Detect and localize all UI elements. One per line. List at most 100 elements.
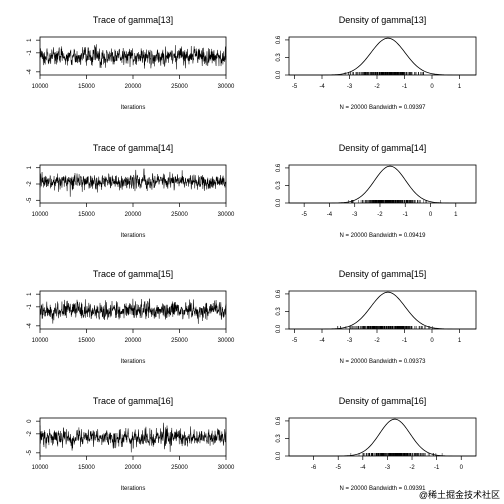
x-tick-label: 25000 [171, 212, 188, 218]
plot-frame [288, 417, 477, 457]
y-tick-label: 1 [27, 165, 33, 169]
density-rug [350, 453, 443, 456]
x-tick-label: -3 [385, 465, 391, 471]
x-tick-label: -2 [374, 84, 380, 90]
y-tick-label: 0.0 [276, 324, 282, 333]
y-tick-label: 0.3 [276, 307, 282, 316]
x-tick-label: 0 [429, 212, 433, 218]
density-curve [289, 418, 476, 457]
x-tick-label: -5 [301, 212, 307, 218]
y-tick-label: 0.3 [276, 434, 282, 443]
x-axis-label: N = 20000 Bandwidth = 0.09419 [339, 233, 426, 239]
x-tick-label: 30000 [218, 338, 235, 344]
x-tick-label: 30000 [218, 212, 235, 218]
x-tick-label: 10000 [32, 465, 49, 471]
plot-title: Density of gamma[15] [339, 269, 427, 279]
plot-title: Density of gamma[16] [339, 396, 427, 406]
x-tick-label: 15000 [78, 338, 95, 344]
trace-series-line [39, 298, 227, 324]
density-curve [289, 165, 476, 204]
y-tick-label: 0.0 [276, 198, 282, 207]
x-tick-label: -5 [292, 84, 298, 90]
plot-title: Trace of gamma[14] [93, 143, 173, 153]
y-tick-label: 1 [27, 292, 33, 296]
trace-series-line [39, 422, 227, 453]
plot-frame [288, 36, 477, 76]
watermark-text: @稀土掘金技术社区 [419, 489, 500, 500]
x-tick-label: 15000 [78, 465, 95, 471]
x-tick-label: 0 [430, 338, 434, 344]
y-tick-label: 0.0 [276, 451, 282, 460]
x-tick-label: -5 [292, 338, 298, 344]
x-axis-label: N = 20000 Bandwidth = 0.09391 [339, 486, 426, 492]
x-tick-label: -6 [311, 465, 317, 471]
y-tick-label: 0.0 [276, 70, 282, 79]
y-tick-label: -5 [27, 197, 33, 203]
x-tick-label: 20000 [125, 338, 142, 344]
plot-title: Density of gamma[13] [339, 15, 427, 25]
x-tick-label: 25000 [171, 338, 188, 344]
y-tick-label: -4 [27, 323, 33, 329]
y-tick-label: -2 [27, 181, 33, 187]
x-tick-label: 10000 [32, 338, 49, 344]
x-tick-label: 10000 [32, 84, 49, 90]
y-tick-label: 0.3 [276, 181, 282, 190]
x-tick-label: -2 [374, 338, 380, 344]
x-tick-label: 1 [458, 338, 462, 344]
density-plot-1: Density of gamma[13] N = 20000 Bandwidth … [276, 15, 477, 111]
density-rug [348, 200, 441, 203]
x-tick-label: -4 [360, 465, 366, 471]
x-tick-label: 1 [454, 212, 458, 218]
x-axis-label: Iterations [121, 233, 146, 239]
x-tick-label: -1 [434, 465, 440, 471]
x-axis-label: Iterations [121, 359, 146, 365]
density-rug [344, 72, 424, 75]
x-tick-label: 20000 [125, 465, 142, 471]
x-axis-label: Iterations [121, 486, 146, 492]
x-axis-label: N = 20000 Bandwidth = 0.09373 [339, 359, 426, 365]
trace-plot-1: Trace of gamma[13] Iterations 10000 15000 20… [27, 15, 235, 111]
trace-plot-4: Trace of gamma[16] Iterations 10000 15000 20… [27, 396, 235, 492]
density-plot-2: Density of gamma[14] N = 20000 Bandwidth … [276, 143, 477, 239]
plot-frame [288, 290, 477, 330]
plot-title: Trace of gamma[16] [93, 396, 173, 406]
y-tick-label: 0.6 [276, 289, 282, 298]
x-tick-label: 20000 [125, 212, 142, 218]
x-tick-label: 0 [430, 84, 434, 90]
y-tick-label: 0.6 [276, 35, 282, 44]
density-plot-4: Density of gamma[16] N = 20000 Bandwidth … [276, 396, 477, 492]
x-tick-label: -4 [319, 84, 325, 90]
x-tick-label: 0 [460, 465, 464, 471]
trace-series-line [39, 168, 227, 197]
x-tick-label: 15000 [78, 84, 95, 90]
x-tick-label: 10000 [32, 212, 49, 218]
trace-plot-2: Trace of gamma[14] Iterations 10000 15000 20… [27, 143, 235, 239]
x-tick-label: -3 [347, 338, 353, 344]
x-tick-label: 15000 [78, 212, 95, 218]
trace-plot-3: Trace of gamma[15] Iterations 10000 15000 20… [27, 269, 235, 365]
x-tick-label: -3 [347, 84, 353, 90]
density-curve [289, 291, 476, 330]
y-tick-label: 0.6 [276, 163, 282, 172]
y-tick-label: -2 [27, 431, 33, 437]
x-axis-label: N = 20000 Bandwidth = 0.09397 [339, 105, 426, 111]
y-tick-label: 0 [27, 419, 33, 423]
x-tick-label: -3 [352, 212, 358, 218]
trace-series-line [39, 44, 227, 70]
density-curve [289, 37, 476, 76]
plot-title: Trace of gamma[15] [93, 269, 173, 279]
density-rug [337, 326, 433, 329]
y-tick-label: 1 [27, 38, 33, 42]
y-tick-label: 0.6 [276, 416, 282, 425]
x-tick-label: -2 [409, 465, 415, 471]
y-tick-label: 0.3 [276, 53, 282, 62]
plot-title: Trace of gamma[13] [93, 15, 173, 25]
x-tick-label: 25000 [171, 84, 188, 90]
x-tick-label: -4 [319, 338, 325, 344]
x-tick-label: -5 [336, 465, 342, 471]
y-tick-label: -1 [27, 304, 33, 310]
y-tick-label: -4 [27, 69, 33, 75]
y-tick-label: -1 [27, 50, 33, 56]
x-tick-label: 1 [458, 84, 462, 90]
